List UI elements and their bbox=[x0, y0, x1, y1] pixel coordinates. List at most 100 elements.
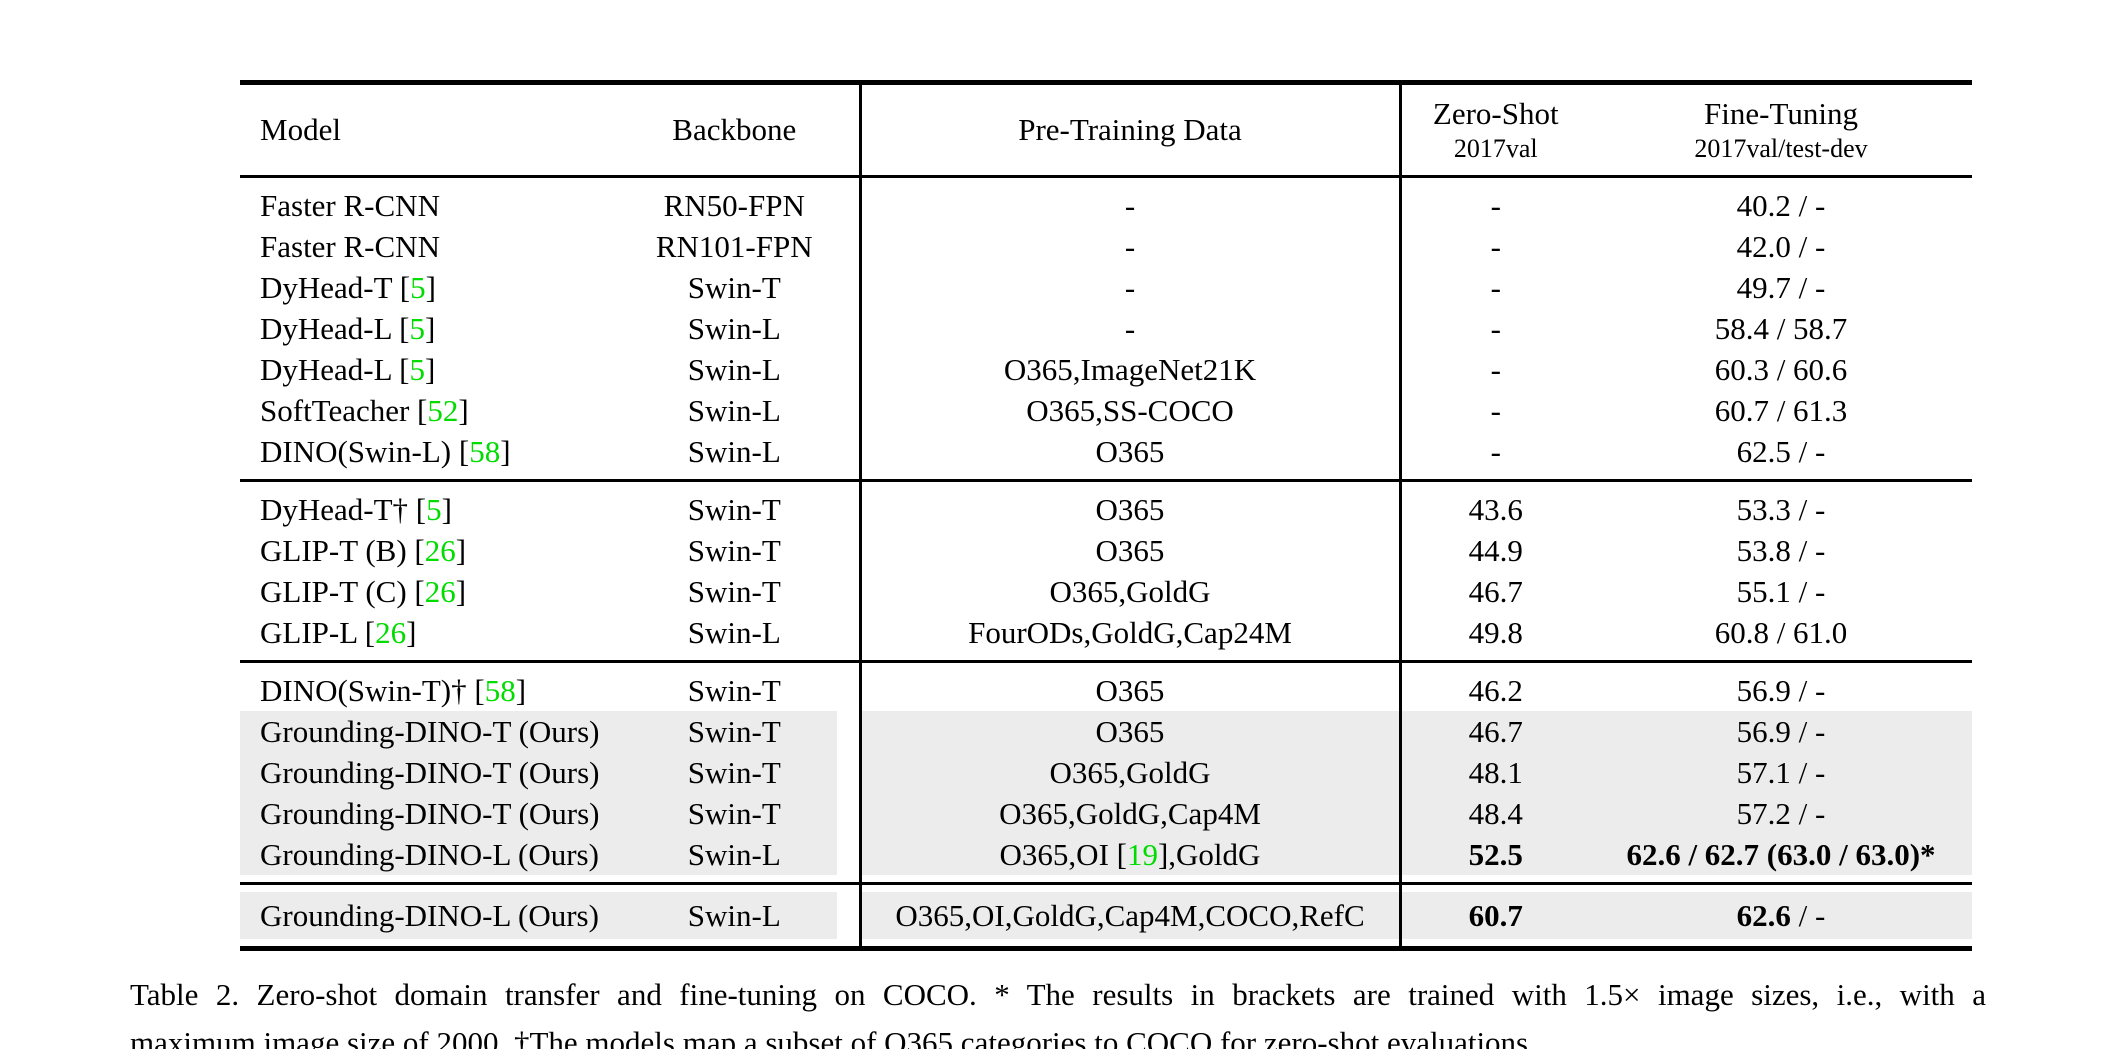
zero-shot-cell: 46.7 bbox=[1398, 711, 1590, 752]
zero-shot-cell: - bbox=[1398, 267, 1590, 308]
table-section-3: DINO(Swin-T)† [58] Swin-T O365 46.2 56.9 / -… bbox=[240, 661, 1972, 884]
backbone-cell: Swin-L bbox=[610, 892, 860, 939]
zero-shot-cell: 48.1 bbox=[1398, 752, 1590, 793]
fine-tuning-cell: 56.9 / - bbox=[1736, 673, 1826, 708]
backbone-cell: Swin-L bbox=[610, 834, 860, 875]
section-spacer bbox=[240, 653, 1972, 662]
zero-shot-cell: - bbox=[1398, 390, 1590, 431]
table-row: Faster R-CNN RN101-FPN - - 42.0 / - bbox=[240, 226, 1972, 267]
section-spacer bbox=[240, 472, 1972, 481]
citation-link[interactable]: 5 bbox=[426, 492, 442, 527]
backbone-cell: Swin-T bbox=[687, 533, 781, 568]
zero-shot-cell: - bbox=[1398, 349, 1590, 390]
zero-shot-cell: - bbox=[1398, 431, 1590, 472]
model-cell: GLIP-T (C) [26] bbox=[260, 574, 467, 609]
zero-shot-subtitle: 2017val bbox=[1453, 134, 1538, 163]
model-cell: DINO(Swin-T)† [58] bbox=[260, 673, 527, 708]
backbone-cell: Swin-T bbox=[687, 492, 781, 527]
backbone-cell: Swin-T bbox=[610, 711, 860, 752]
fine-tuning-cell: 60.3 / 60.6 bbox=[1714, 352, 1848, 387]
fine-tuning-cell: 55.1 / - bbox=[1736, 574, 1826, 609]
backbone-cell: Swin-L bbox=[687, 352, 781, 387]
fine-tuning-cell: 60.8 / 61.0 bbox=[1714, 615, 1848, 650]
model-cell: Faster R-CNN bbox=[260, 229, 440, 264]
header-row: Model Backbone Pre-Training Data Zero-Sh… bbox=[240, 82, 1972, 178]
citation-link[interactable]: 5 bbox=[410, 270, 426, 305]
fine-tuning-cell: 56.9 / - bbox=[1590, 711, 1972, 752]
pretraining-data-cell: O365,GoldG,Cap4M bbox=[858, 793, 1400, 834]
model-cell: Grounding-DINO-T (Ours) bbox=[240, 752, 610, 793]
zero-shot-cell: 52.5 bbox=[1398, 834, 1590, 875]
pretraining-data-cell: - bbox=[858, 185, 1400, 226]
table-row: DINO(Swin-L) [58] Swin-L O365- 62.5 / - bbox=[240, 431, 1972, 472]
zero-shot-cell: - bbox=[1398, 226, 1590, 267]
backbone-cell: Swin-T bbox=[687, 574, 781, 609]
backbone-cell: RN101-FPN bbox=[655, 229, 813, 264]
fine-tuning-cell: 53.8 / - bbox=[1736, 533, 1826, 568]
fine-tuning-cell: 42.0 / - bbox=[1736, 229, 1826, 264]
citation-link[interactable]: 52 bbox=[427, 393, 459, 428]
citation-link[interactable]: 58 bbox=[484, 673, 516, 708]
caption-line-2: maximum image size of 2000. †The models … bbox=[130, 1025, 1536, 1049]
table-row: DyHead-L [5] Swin-L - - 58.4 / 58.7 bbox=[240, 308, 1972, 349]
pretraining-data-cell: - bbox=[858, 308, 1400, 349]
model-cell: DyHead-L [5] bbox=[260, 352, 436, 387]
model-cell: Grounding-DINO-T (Ours) bbox=[240, 793, 610, 834]
fine-tuning-cell: 62.6 / 62.7 (63.0 / 63.0)* bbox=[1590, 834, 1972, 875]
fine-tuning-cell: 57.2 / - bbox=[1590, 793, 1972, 834]
table-row: Grounding-DINO-T (Ours) Swin-T O365,GoldG 4… bbox=[240, 752, 1972, 793]
fine-tuning-cell: 53.3 / - bbox=[1736, 492, 1826, 527]
model-cell: DyHead-T [5] bbox=[260, 270, 436, 305]
backbone-cell: Swin-T bbox=[610, 752, 860, 793]
fine-tuning-subtitle: 2017val/test-dev bbox=[1694, 134, 1868, 163]
model-cell: Grounding-DINO-L (Ours) bbox=[240, 892, 610, 939]
table-row: DyHead-L [5] Swin-L O365,ImageNet21K - 60.3 … bbox=[240, 349, 1972, 390]
table-row: GLIP-T (B) [26] Swin-T O365 44.9 53.8 / - bbox=[240, 530, 1972, 571]
results-table: Model Backbone Pre-Training Data Zero-Sh… bbox=[240, 80, 1972, 951]
zero-shot-cell: 44.9 bbox=[1398, 530, 1590, 571]
column-header-backbone: Backbone bbox=[610, 82, 860, 178]
zero-shot-cell: - bbox=[1398, 185, 1590, 226]
backbone-cell: Swin-T bbox=[687, 270, 781, 305]
fine-tuning-cell: 57.1 / - bbox=[1590, 752, 1972, 793]
table-section-4: Grounding-DINO-L (Ours) Swin-L O365,OI,Gol… bbox=[240, 883, 1972, 949]
section-spacer bbox=[240, 176, 1972, 185]
zero-shot-cell: 46.2 bbox=[1398, 670, 1590, 711]
citation-link[interactable]: 26 bbox=[424, 574, 456, 609]
fine-tuning-cell: 49.7 / - bbox=[1736, 270, 1826, 305]
citation-link[interactable]: 19 bbox=[1126, 837, 1158, 872]
section-spacer bbox=[240, 939, 1972, 949]
table-row: Grounding-DINO-T (Ours) Swin-T O365,GoldG,… bbox=[240, 793, 1972, 834]
model-cell: Grounding-DINO-T (Ours) bbox=[240, 711, 610, 752]
table-row: Grounding-DINO-L (Ours) Swin-L O365,OI [19… bbox=[240, 834, 1972, 875]
table-row: Grounding-DINO-T (Ours) Swin-T O365 46.7 56.… bbox=[240, 711, 1972, 752]
citation-link[interactable]: 26 bbox=[375, 615, 407, 650]
model-cell: GLIP-L [26] bbox=[260, 615, 417, 650]
citation-link[interactable]: 58 bbox=[469, 434, 501, 469]
table-row: DINO(Swin-T)† [58] Swin-T O365 46.2 56.9 / - bbox=[240, 670, 1972, 711]
backbone-cell: Swin-T bbox=[687, 673, 781, 708]
pretraining-data-cell: O365,GoldG bbox=[858, 571, 1400, 612]
pretraining-data-cell: O365,OI [19],GoldG bbox=[858, 834, 1400, 875]
citation-link[interactable]: 5 bbox=[409, 311, 425, 346]
table-row: Faster R-CNN RN50-FPN - - 40.2 / - bbox=[240, 185, 1972, 226]
fine-tuning-cell: 40.2 / - bbox=[1736, 188, 1826, 223]
table-row: GLIP-L [26] Swin-L FourODs,GoldG,Cap24M 49.… bbox=[240, 612, 1972, 653]
pretraining-data-cell: O365,GoldG bbox=[858, 752, 1400, 793]
section-spacer bbox=[240, 875, 1972, 884]
fine-tuning-title: Fine-Tuning bbox=[1704, 96, 1858, 131]
section-spacer bbox=[240, 661, 1972, 670]
table-row: Grounding-DINO-L (Ours) Swin-L O365,OI,Gol… bbox=[240, 892, 1972, 939]
backbone-cell: Swin-L bbox=[687, 393, 781, 428]
citation-link[interactable]: 5 bbox=[409, 352, 425, 387]
table-section-2: DyHead-T† [5] Swin-T O365 43.6 53.3 / - GLIP-… bbox=[240, 480, 1972, 662]
zero-shot-cell: 46.7 bbox=[1398, 571, 1590, 612]
pretraining-data-cell: O365 bbox=[858, 431, 1400, 472]
zero-shot-title: Zero-Shot bbox=[1432, 96, 1559, 131]
table-caption: Table 2. Zero-shot domain transfer and f… bbox=[130, 971, 1986, 1049]
column-header-fine-tuning: Fine-Tuning 2017val/test-dev bbox=[1590, 82, 1972, 178]
model-cell: Grounding-DINO-L (Ours) bbox=[240, 834, 610, 875]
model-cell: DyHead-T† [5] bbox=[260, 492, 452, 527]
backbone-cell: Swin-L bbox=[687, 434, 781, 469]
citation-link[interactable]: 26 bbox=[424, 533, 456, 568]
